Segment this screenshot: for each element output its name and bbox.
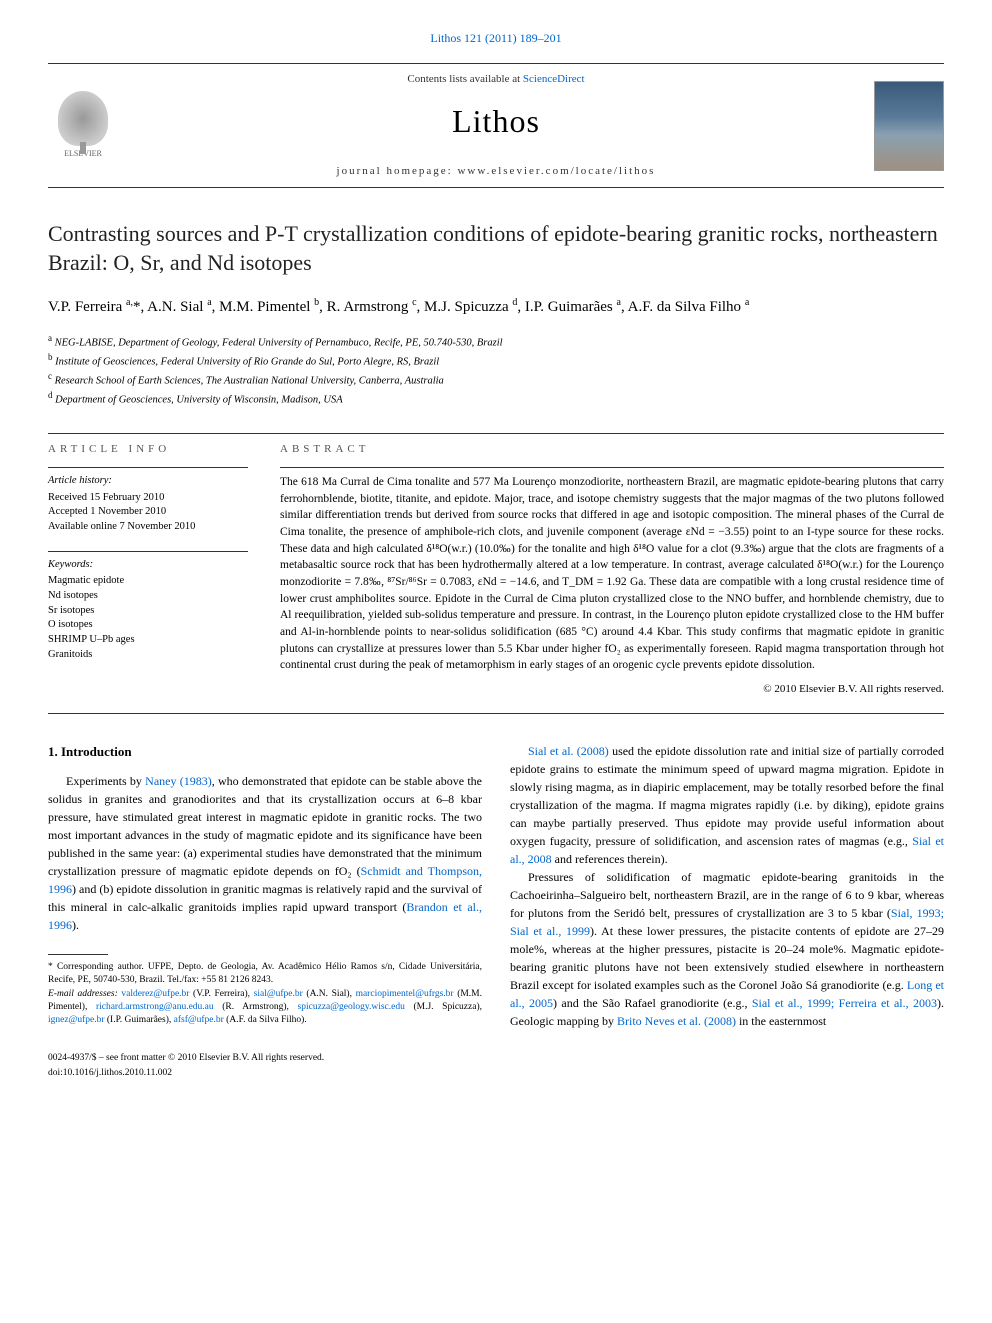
journal-name: Lithos <box>118 99 874 144</box>
top-citation-link[interactable]: Lithos 121 (2011) 189–201 <box>430 31 561 45</box>
email-addresses: E-mail addresses: valderez@ufpe.br (V.P.… <box>48 988 482 1028</box>
abstract-label: ABSTRACT <box>280 442 944 457</box>
homepage-line: journal homepage: www.elsevier.com/locat… <box>118 164 874 179</box>
affiliation-line: a NEG-LABISE, Department of Geology, Fed… <box>48 332 944 351</box>
affiliation-line: b Institute of Geosciences, Federal Univ… <box>48 351 944 370</box>
intro-p2: Sial et al. (2008) used the epidote diss… <box>510 742 944 868</box>
keyword: Magmatic epidote <box>48 574 248 589</box>
footnote-separator <box>48 954 108 955</box>
intro-heading: 1. Introduction <box>48 742 482 762</box>
journal-cover-thumb <box>874 81 944 171</box>
intro-p3: Pressures of solidification of magmatic … <box>510 868 944 1030</box>
citation-link[interactable]: Naney (1983) <box>145 774 212 788</box>
citation-link[interactable]: Sial et al. (2008) <box>528 744 609 758</box>
corresponding-author: * Corresponding author. UFPE, Depto. de … <box>48 961 482 988</box>
history-line: Available online 7 November 2010 <box>48 520 248 535</box>
affiliation-line: c Research School of Earth Sciences, The… <box>48 370 944 389</box>
email-link[interactable]: spicuzza@geology.wisc.edu <box>298 1002 405 1012</box>
keyword: Granitoids <box>48 648 248 663</box>
article-info: ARTICLE INFO Article history: Received 1… <box>48 442 248 698</box>
history-heading: Article history: <box>48 474 248 489</box>
abstract-text: The 618 Ma Curral de Cima tonalite and 5… <box>280 474 944 674</box>
keywords-block: Keywords: Magmatic epidoteNd isotopesSr … <box>48 558 248 663</box>
journal-header: ELSEVIER Contents lists available at Sci… <box>48 63 944 189</box>
citation-link[interactable]: Sial et al., 1999; Ferreira et al., 2003 <box>752 996 937 1010</box>
abstract-column: ABSTRACT The 618 Ma Curral de Cima tonal… <box>280 442 944 698</box>
doi-line: doi:10.1016/j.lithos.2010.11.002 <box>48 1066 482 1080</box>
body-columns: 1. Introduction Experiments by Naney (19… <box>48 742 944 1079</box>
email-link[interactable]: valderez@ufpe.br <box>121 989 189 999</box>
history-line: Accepted 1 November 2010 <box>48 505 248 520</box>
keywords-heading: Keywords: <box>48 558 248 573</box>
elsevier-logo: ELSEVIER <box>48 86 118 166</box>
header-center: Contents lists available at ScienceDirec… <box>118 72 874 180</box>
author-list: V.P. Ferreira a,*, A.N. Sial a, M.M. Pim… <box>48 296 944 318</box>
homepage-url: www.elsevier.com/locate/lithos <box>457 165 655 177</box>
affiliations: a NEG-LABISE, Department of Geology, Fed… <box>48 332 944 409</box>
keyword: SHRIMP U–Pb ages <box>48 633 248 648</box>
intro-p1: Experiments by Naney (1983), who demonst… <box>48 772 482 934</box>
citation-link[interactable]: Brito Neves et al. (2008) <box>617 1014 736 1028</box>
left-column: 1. Introduction Experiments by Naney (19… <box>48 742 482 1079</box>
email-link[interactable]: sial@ufpe.br <box>254 989 303 999</box>
bottom-meta: 0024-4937/$ – see front matter © 2010 El… <box>48 1051 482 1080</box>
article-history: Article history: Received 15 February 20… <box>48 474 248 535</box>
article-info-label: ARTICLE INFO <box>48 442 248 457</box>
right-column: Sial et al. (2008) used the epidote diss… <box>510 742 944 1079</box>
elsevier-tree-icon <box>58 91 108 146</box>
sciencedirect-link[interactable]: ScienceDirect <box>523 73 585 85</box>
info-abstract-row: ARTICLE INFO Article history: Received 1… <box>48 442 944 714</box>
front-matter-line: 0024-4937/$ – see front matter © 2010 El… <box>48 1051 482 1065</box>
history-line: Received 15 February 2010 <box>48 491 248 506</box>
email-link[interactable]: ignez@ufpe.br <box>48 1015 105 1025</box>
top-citation: Lithos 121 (2011) 189–201 <box>48 30 944 47</box>
keyword: O isotopes <box>48 618 248 633</box>
keyword: Nd isotopes <box>48 589 248 604</box>
email-link[interactable]: marciopimentel@ufrgs.br <box>356 989 454 999</box>
contents-line: Contents lists available at ScienceDirec… <box>118 72 874 87</box>
affiliation-line: d Department of Geosciences, University … <box>48 389 944 408</box>
footnotes: * Corresponding author. UFPE, Depto. de … <box>48 961 482 1027</box>
email-link[interactable]: afsf@ufpe.br <box>174 1015 224 1025</box>
divider <box>48 433 944 434</box>
divider <box>48 713 944 714</box>
email-link[interactable]: richard.armstrong@anu.edu.au <box>96 1002 214 1012</box>
abstract-copyright: © 2010 Elsevier B.V. All rights reserved… <box>280 682 944 697</box>
keyword: Sr isotopes <box>48 604 248 619</box>
article-title: Contrasting sources and P-T crystallizat… <box>48 220 944 277</box>
